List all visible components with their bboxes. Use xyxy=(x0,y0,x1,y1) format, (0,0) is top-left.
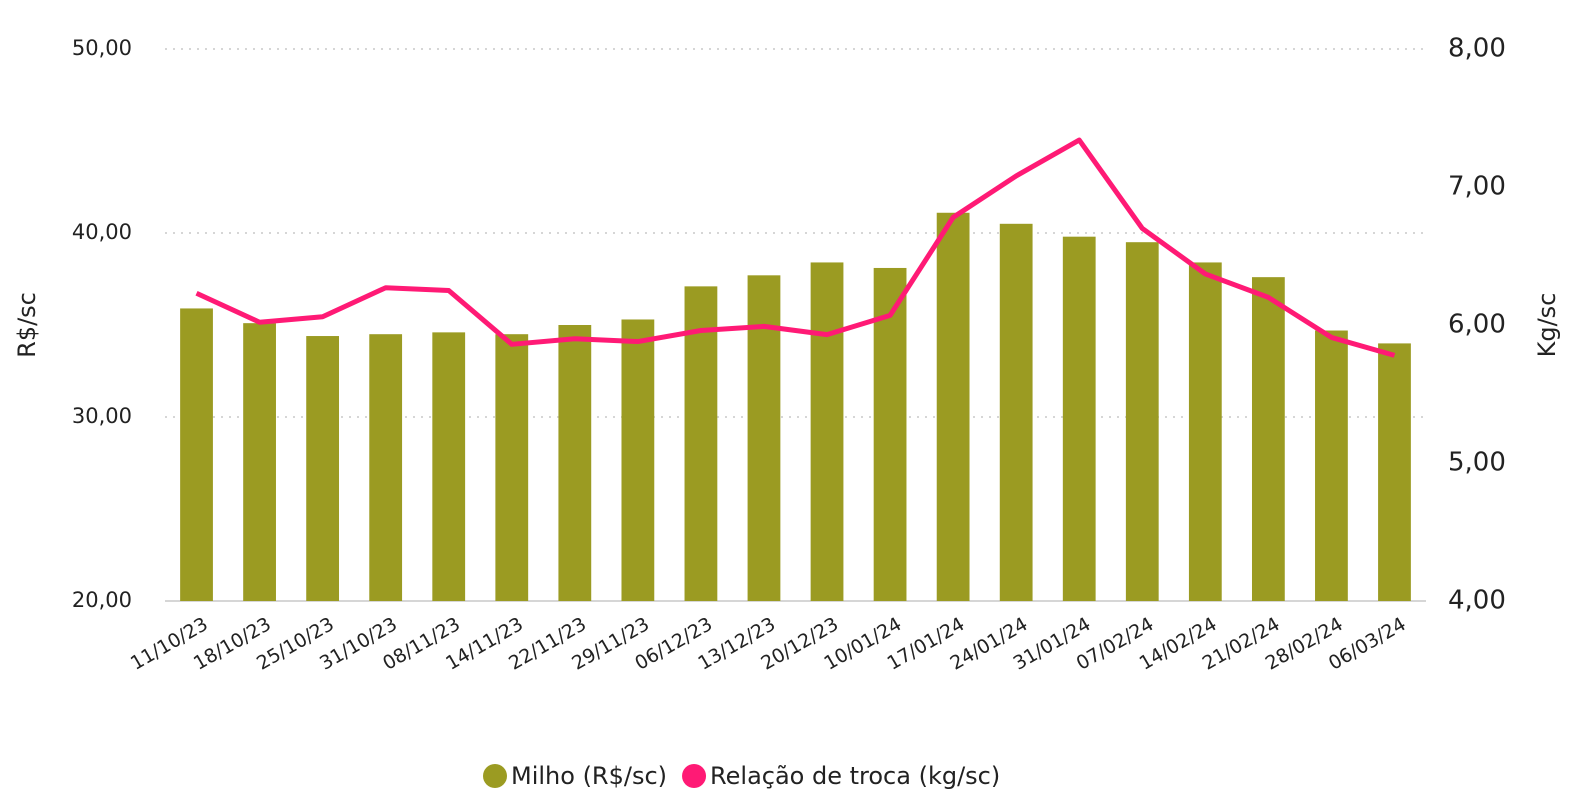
legend-label: Relação de troca (kg/sc) xyxy=(710,762,1000,790)
y-tick-label: 50,00 xyxy=(72,36,132,60)
y2-tick-label: 8,00 xyxy=(1448,34,1506,64)
y2-axis-label: Kg/sc xyxy=(1533,293,1561,358)
line xyxy=(195,137,1396,358)
bar xyxy=(1125,242,1159,601)
legend-swatch xyxy=(682,764,707,788)
bar xyxy=(1315,330,1348,601)
bar xyxy=(432,332,466,601)
y-tick-label: 30,00 xyxy=(72,404,132,428)
bar xyxy=(369,334,403,601)
bar xyxy=(495,334,529,601)
y2-tick-label: 6,00 xyxy=(1448,310,1506,340)
bar xyxy=(999,223,1033,602)
y-tick-label: 20,00 xyxy=(72,588,132,612)
y-axis-label: R$/sc xyxy=(13,292,41,358)
bar xyxy=(306,336,340,601)
bar xyxy=(1188,262,1222,601)
y2-tick-label: 5,00 xyxy=(1448,448,1506,478)
bar xyxy=(936,212,970,601)
bar xyxy=(621,319,655,601)
legend-label: Milho (R$/sc) xyxy=(511,762,667,790)
bar xyxy=(1378,343,1411,601)
bar xyxy=(558,325,592,601)
bar xyxy=(684,286,718,601)
bar xyxy=(873,267,907,601)
y-tick-label: 40,00 xyxy=(72,220,132,244)
y2-tick-label: 7,00 xyxy=(1448,172,1506,202)
legend-swatch xyxy=(483,764,507,788)
y2-tick-label: 4,00 xyxy=(1448,586,1506,616)
bar xyxy=(1251,277,1285,601)
bar xyxy=(810,262,844,601)
bar xyxy=(243,323,276,601)
bar xyxy=(180,308,213,601)
bar xyxy=(1062,236,1096,601)
